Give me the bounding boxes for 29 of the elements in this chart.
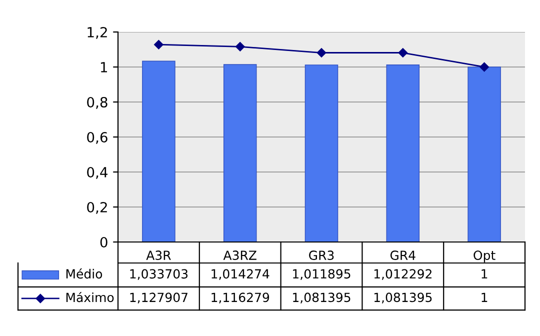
x-tick-label: Opt: [474, 250, 496, 262]
data-label: 1,081395: [374, 292, 432, 304]
data-label: 1,127907: [130, 292, 188, 304]
point: [316, 48, 326, 58]
x-tick-label: GR3: [309, 250, 334, 260]
data-label: 1,012292: [374, 269, 432, 280]
point: [154, 40, 164, 50]
x-tick-label: A3RZ: [223, 250, 256, 260]
x-tick-label: A3R: [146, 250, 171, 260]
data-label: 1,011895: [293, 269, 350, 280]
y-tick-label: 1: [100, 62, 107, 72]
data-label: 1: [482, 269, 488, 278]
point: [235, 42, 245, 52]
data-label: 1: [482, 292, 488, 302]
point: [398, 48, 408, 58]
y-tick-label: 0: [100, 236, 108, 248]
y-tick-label: 0,8: [87, 96, 108, 109]
y-tick-label: 1,2: [88, 26, 107, 39]
data-label: 1,116279: [212, 292, 270, 304]
legend-label: Médio: [66, 268, 102, 279]
data-label: 1,014274: [212, 269, 270, 280]
x-tick-label: GR4: [390, 250, 416, 260]
point: [480, 62, 489, 72]
data-label: 1,081395: [293, 292, 350, 304]
y-tick-label: 0,2: [87, 202, 107, 214]
data-label: 1,033703: [130, 269, 188, 280]
y-tick-label: 0,6: [87, 132, 108, 144]
legend-label: Máximo: [66, 292, 114, 302]
y-tick-label: 0,4: [87, 166, 108, 179]
